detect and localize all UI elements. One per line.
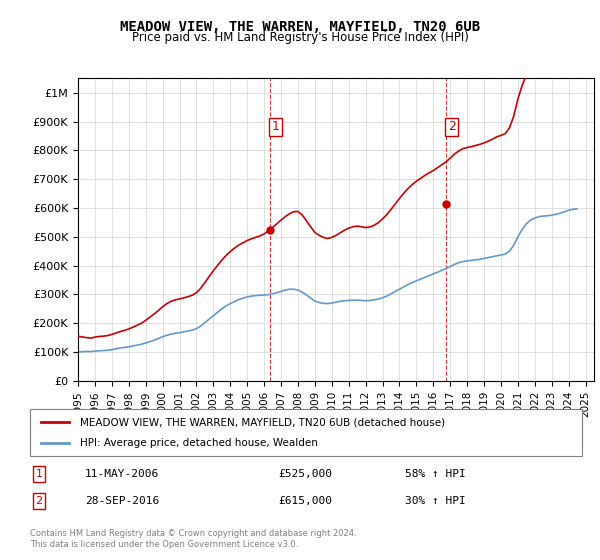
Text: Price paid vs. HM Land Registry's House Price Index (HPI): Price paid vs. HM Land Registry's House … [131,31,469,44]
Text: 2: 2 [448,120,455,133]
Text: 58% ↑ HPI: 58% ↑ HPI [406,469,466,479]
Text: MEADOW VIEW, THE WARREN, MAYFIELD, TN20 6UB (detached house): MEADOW VIEW, THE WARREN, MAYFIELD, TN20 … [80,417,445,427]
Text: £615,000: £615,000 [278,496,332,506]
FancyBboxPatch shape [30,409,582,456]
Text: 1: 1 [272,120,280,133]
Text: 2: 2 [35,496,43,506]
Text: Contains HM Land Registry data © Crown copyright and database right 2024.
This d: Contains HM Land Registry data © Crown c… [30,529,356,549]
Text: 1: 1 [35,469,43,479]
Text: MEADOW VIEW, THE WARREN, MAYFIELD, TN20 6UB: MEADOW VIEW, THE WARREN, MAYFIELD, TN20 … [120,20,480,34]
Text: 28-SEP-2016: 28-SEP-2016 [85,496,160,506]
Text: £525,000: £525,000 [278,469,332,479]
Text: HPI: Average price, detached house, Wealden: HPI: Average price, detached house, Weal… [80,438,317,448]
Text: 30% ↑ HPI: 30% ↑ HPI [406,496,466,506]
Text: 11-MAY-2006: 11-MAY-2006 [85,469,160,479]
